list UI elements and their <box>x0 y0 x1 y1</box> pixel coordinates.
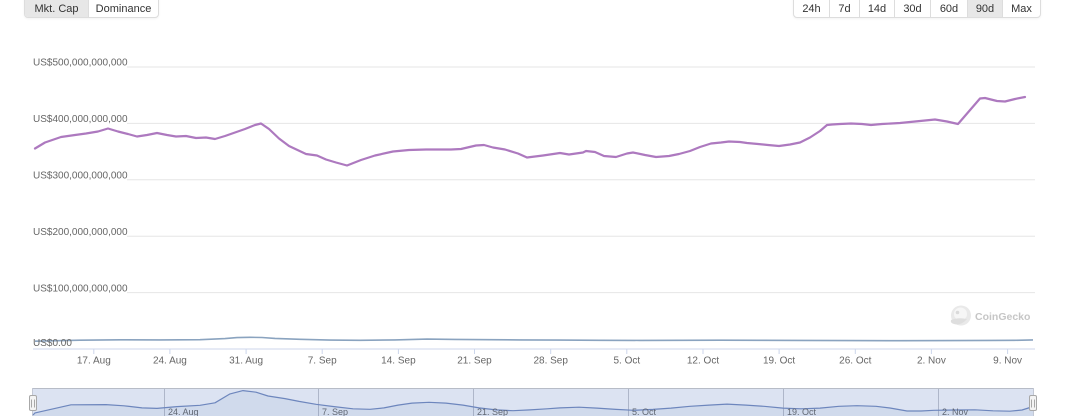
svg-text:CoinGecko: CoinGecko <box>975 311 1030 323</box>
svg-text:5. Oct: 5. Oct <box>632 407 657 416</box>
svg-text:7. Sep: 7. Sep <box>308 356 337 367</box>
svg-text:US$500,000,000,000: US$500,000,000,000 <box>33 58 128 69</box>
svg-text:US$0.00: US$0.00 <box>33 338 72 349</box>
svg-text:5. Oct: 5. Oct <box>613 356 640 367</box>
svg-text:US$100,000,000,000: US$100,000,000,000 <box>33 284 128 295</box>
svg-text:26. Oct: 26. Oct <box>839 356 871 367</box>
svg-text:17. Aug: 17. Aug <box>77 356 111 367</box>
svg-text:9. Nov: 9. Nov <box>993 356 1022 367</box>
svg-text:US$300,000,000,000: US$300,000,000,000 <box>33 171 128 182</box>
svg-text:2. Nov: 2. Nov <box>942 407 969 416</box>
svg-text:21. Sep: 21. Sep <box>477 407 508 416</box>
svg-text:21. Sep: 21. Sep <box>457 356 492 367</box>
svg-text:US$400,000,000,000: US$400,000,000,000 <box>33 114 128 125</box>
svg-text:2. Nov: 2. Nov <box>917 356 946 367</box>
svg-text:24. Aug: 24. Aug <box>168 407 199 416</box>
svg-text:12. Oct: 12. Oct <box>687 356 719 367</box>
svg-text:28. Sep: 28. Sep <box>533 356 568 367</box>
svg-text:19. Oct: 19. Oct <box>763 356 795 367</box>
svg-text:7. Sep: 7. Sep <box>322 407 348 416</box>
svg-text:31. Aug: 31. Aug <box>229 356 263 367</box>
svg-text:14. Sep: 14. Sep <box>381 356 416 367</box>
svg-text:19. Oct: 19. Oct <box>787 407 817 416</box>
svg-text:US$200,000,000,000: US$200,000,000,000 <box>33 227 128 238</box>
svg-text:24. Aug: 24. Aug <box>153 356 187 367</box>
